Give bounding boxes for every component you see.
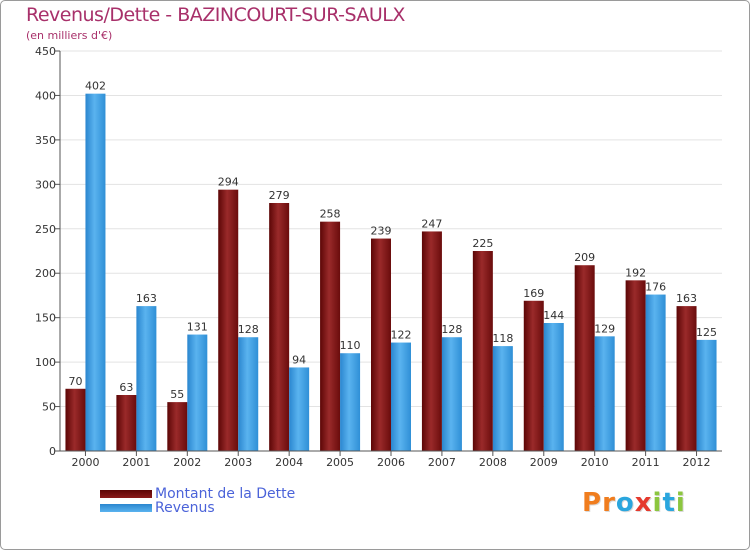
x-tick-label-2000: 2000 (71, 456, 99, 469)
bar-revenue-2007 (441, 337, 462, 451)
chart-legend: Montant de la Dette Revenus (100, 487, 295, 515)
data-label-debt-2005: 258 (320, 208, 341, 221)
logo-letter-4: i (652, 488, 663, 518)
data-label-revenue-2012: 125 (696, 326, 717, 339)
y-tick-label-450: 450 (35, 45, 56, 58)
bar-debt-2003 (218, 189, 239, 451)
bar-revenue-2004 (289, 367, 310, 451)
x-tick-label-2009: 2009 (530, 456, 558, 469)
legend-label-revenue: Revenus (155, 500, 215, 516)
data-label-debt-2012: 163 (676, 292, 697, 305)
bar-revenue-2005 (340, 353, 361, 451)
y-tick-label-150: 150 (35, 312, 56, 325)
data-label-debt-2011: 192 (625, 266, 646, 279)
chart-title: Revenus/Dette - BAZINCOURT-SUR-SAULX (26, 4, 405, 26)
bar-revenue-2012 (696, 339, 717, 451)
x-tick-label-2008: 2008 (479, 456, 507, 469)
y-tick-label-0: 0 (49, 445, 56, 458)
legend-swatch-revenue (100, 504, 152, 512)
data-label-debt-2007: 247 (421, 217, 442, 230)
bar-debt-2011 (625, 280, 646, 451)
x-tick-label-2006: 2006 (377, 456, 405, 469)
bar-debt-2001 (116, 395, 137, 451)
bar-debt-2000 (65, 388, 86, 451)
data-label-debt-2003: 294 (218, 176, 239, 189)
legend-item-debt: Montant de la Dette (100, 487, 295, 501)
data-label-revenue-2002: 131 (187, 321, 208, 334)
data-label-revenue-2009: 144 (543, 309, 564, 322)
bar-revenue-2000 (85, 93, 106, 452)
x-tick-label-2002: 2002 (173, 456, 201, 469)
x-tick-label-2003: 2003 (224, 456, 252, 469)
logo-letter-6: i (675, 488, 686, 518)
y-tick-label-100: 100 (35, 356, 56, 369)
logo-letter-1: r (602, 488, 616, 518)
data-label-revenue-2010: 129 (594, 322, 615, 335)
x-tick-label-2005: 2005 (326, 456, 354, 469)
legend-swatch-debt (100, 490, 152, 498)
data-label-debt-2004: 279 (269, 189, 290, 202)
bar-debt-2006 (371, 238, 391, 451)
y-tick-label-300: 300 (35, 178, 56, 191)
bar-revenue-2010 (594, 336, 615, 451)
x-tick-label-2004: 2004 (275, 456, 303, 469)
x-tick-label-2010: 2010 (581, 456, 609, 469)
x-tick-label-2011: 2011 (632, 456, 660, 469)
bar-revenue-2006 (391, 342, 411, 451)
bar-debt-2004 (269, 203, 290, 451)
data-label-debt-2001: 63 (119, 381, 133, 394)
data-label-revenue-2005: 110 (340, 339, 361, 352)
data-label-revenue-2003: 128 (238, 323, 259, 336)
y-tick-label-350: 350 (35, 134, 56, 147)
data-label-revenue-2006: 122 (391, 329, 412, 342)
data-label-debt-2000: 70 (68, 375, 82, 388)
data-label-revenue-2004: 94 (292, 353, 306, 366)
x-tick-label-2001: 2001 (122, 456, 150, 469)
x-tick-label-2012: 2012 (683, 456, 711, 469)
bar-revenue-2001 (136, 306, 157, 451)
bar-revenue-2003 (238, 337, 259, 451)
bar-revenue-2008 (492, 346, 513, 451)
bar-revenue-2011 (645, 294, 666, 451)
data-label-debt-2002: 55 (170, 388, 184, 401)
data-label-revenue-2001: 163 (136, 292, 157, 305)
data-label-revenue-2007: 128 (441, 323, 462, 336)
bar-debt-2009 (523, 300, 544, 451)
bar-debt-2008 (472, 251, 493, 451)
data-label-revenue-2011: 176 (645, 281, 666, 294)
legend-label-debt: Montant de la Dette (155, 486, 296, 502)
bar-debt-2010 (574, 265, 595, 451)
data-label-revenue-2008: 118 (492, 332, 513, 345)
logo-letter-3: x (634, 488, 653, 518)
y-tick-label-200: 200 (35, 267, 56, 280)
legend-item-revenue: Revenus (100, 501, 295, 515)
data-label-debt-2009: 169 (523, 287, 544, 300)
bar-debt-2007 (421, 231, 442, 451)
data-label-debt-2008: 225 (472, 237, 493, 250)
chart-subtitle: (en milliers d'€) (26, 29, 113, 42)
y-tick-label-50: 50 (42, 401, 56, 414)
bar-debt-2005 (320, 221, 341, 451)
data-label-revenue-2000: 402 (85, 80, 106, 93)
logo-letter-2: o (615, 488, 635, 518)
y-tick-label-400: 400 (35, 89, 56, 102)
data-label-debt-2010: 209 (574, 251, 595, 264)
x-tick-label-2007: 2007 (428, 456, 456, 469)
logo-letter-5: t (662, 488, 676, 518)
bar-revenue-2009 (543, 323, 564, 451)
logo-letter-0: P (582, 488, 603, 518)
proxiti-logo: Proxiti (582, 488, 686, 518)
y-tick-label-250: 250 (35, 223, 56, 236)
bar-debt-2012 (676, 306, 697, 451)
data-label-debt-2006: 239 (371, 225, 392, 238)
bar-revenue-2002 (187, 334, 208, 451)
bar-debt-2002 (167, 402, 188, 451)
